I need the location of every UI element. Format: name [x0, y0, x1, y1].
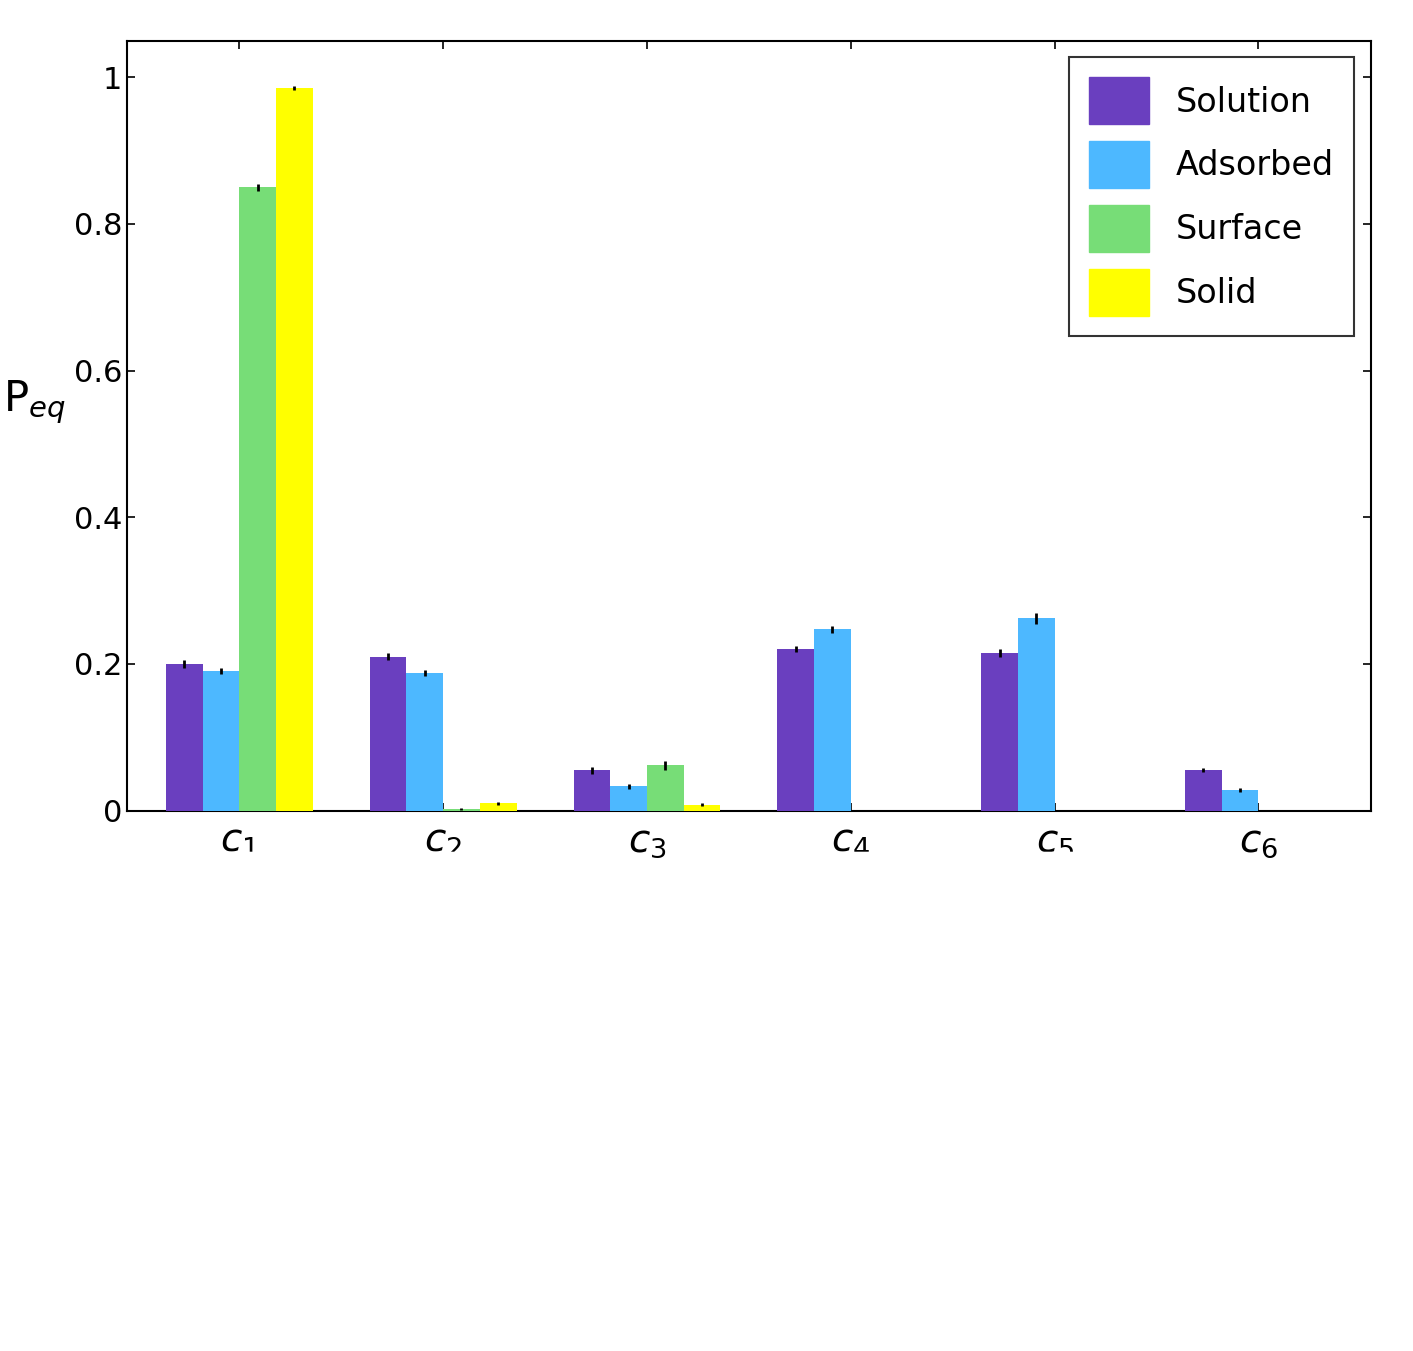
Bar	[684, 805, 721, 811]
Bar	[370, 657, 407, 811]
FancyBboxPatch shape	[692, 852, 1198, 1323]
Y-axis label: $\mathrm{P}_{eq}$: $\mathrm{P}_{eq}$	[3, 378, 65, 426]
Bar	[239, 188, 276, 811]
Bar	[981, 653, 1017, 811]
Bar	[407, 673, 444, 811]
Bar	[1186, 770, 1222, 811]
Bar	[1222, 790, 1259, 811]
Bar	[777, 650, 814, 811]
Bar	[444, 809, 480, 811]
Bar	[647, 765, 684, 811]
FancyBboxPatch shape	[95, 852, 601, 1323]
Bar	[610, 786, 647, 811]
Bar	[1017, 619, 1054, 811]
Bar	[814, 630, 851, 811]
Bar	[202, 671, 239, 811]
Bar	[276, 88, 312, 811]
Bar	[165, 663, 202, 811]
Legend: Solution, Adsorbed, Surface, Solid: Solution, Adsorbed, Surface, Solid	[1070, 57, 1354, 336]
Bar	[480, 804, 517, 811]
Bar	[574, 770, 610, 811]
